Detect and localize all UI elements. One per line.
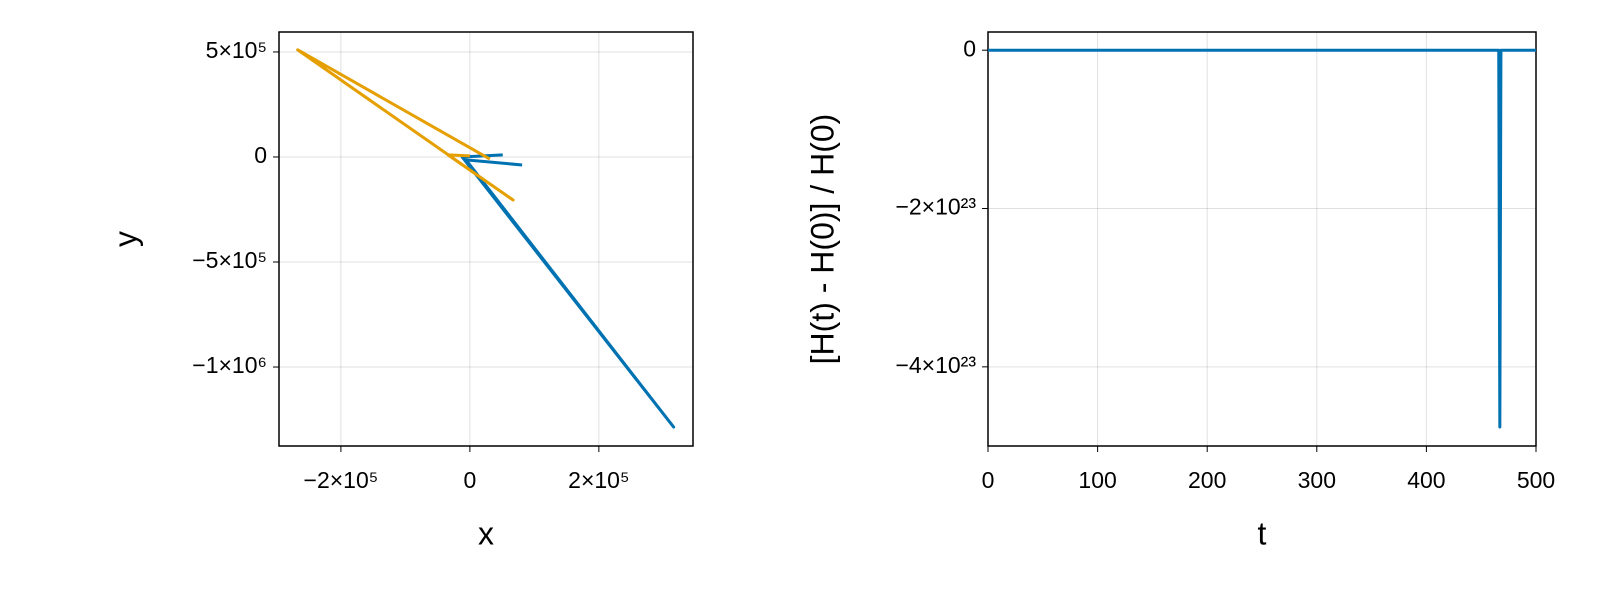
x-axis-label: t [1258, 515, 1267, 551]
x-tick-label: 300 [1298, 467, 1336, 493]
y-axis-label: [H(t) - H(0)] / H(0) [804, 114, 840, 365]
x-tick-label: −2×10⁵ [304, 467, 379, 493]
panel: 0 100 200 300 400 500 0 −2×10²³ −4×10²³ t [H(t) - … [804, 31, 1555, 551]
x-tick-label: 0 [982, 467, 995, 493]
x-axis-label: x [478, 515, 494, 551]
plot-area [988, 32, 1536, 446]
x-tick-label: 500 [1517, 467, 1555, 493]
data-line [988, 48, 1536, 429]
y-tick-label: 0 [254, 142, 267, 168]
plot-area [279, 32, 693, 446]
data-line [460, 153, 676, 429]
y-tick-label: 0 [963, 35, 976, 61]
y-axis-label: y [107, 231, 143, 247]
panel: −2×10⁵ 0 2×10⁵ 5×10⁵ 0 −5×10⁵ −1×10⁶ x y [107, 31, 694, 551]
x-tick-label: 0 [463, 467, 476, 493]
y-tick-label: −4×10²³ [895, 352, 976, 378]
x-tick-label: 200 [1188, 467, 1226, 493]
y-tick-label: −2×10²³ [895, 194, 976, 220]
y-tick-label: −1×10⁶ [192, 352, 267, 378]
plot-frame [278, 31, 694, 447]
x-tick-label: 2×10⁵ [568, 467, 629, 493]
x-tick-label: 100 [1078, 467, 1116, 493]
y-tick-label: 5×10⁵ [206, 37, 267, 63]
x-tick-label: 400 [1407, 467, 1445, 493]
data-line [296, 48, 515, 202]
y-tick-label: −5×10⁵ [192, 247, 267, 273]
plot-frame [987, 31, 1537, 447]
